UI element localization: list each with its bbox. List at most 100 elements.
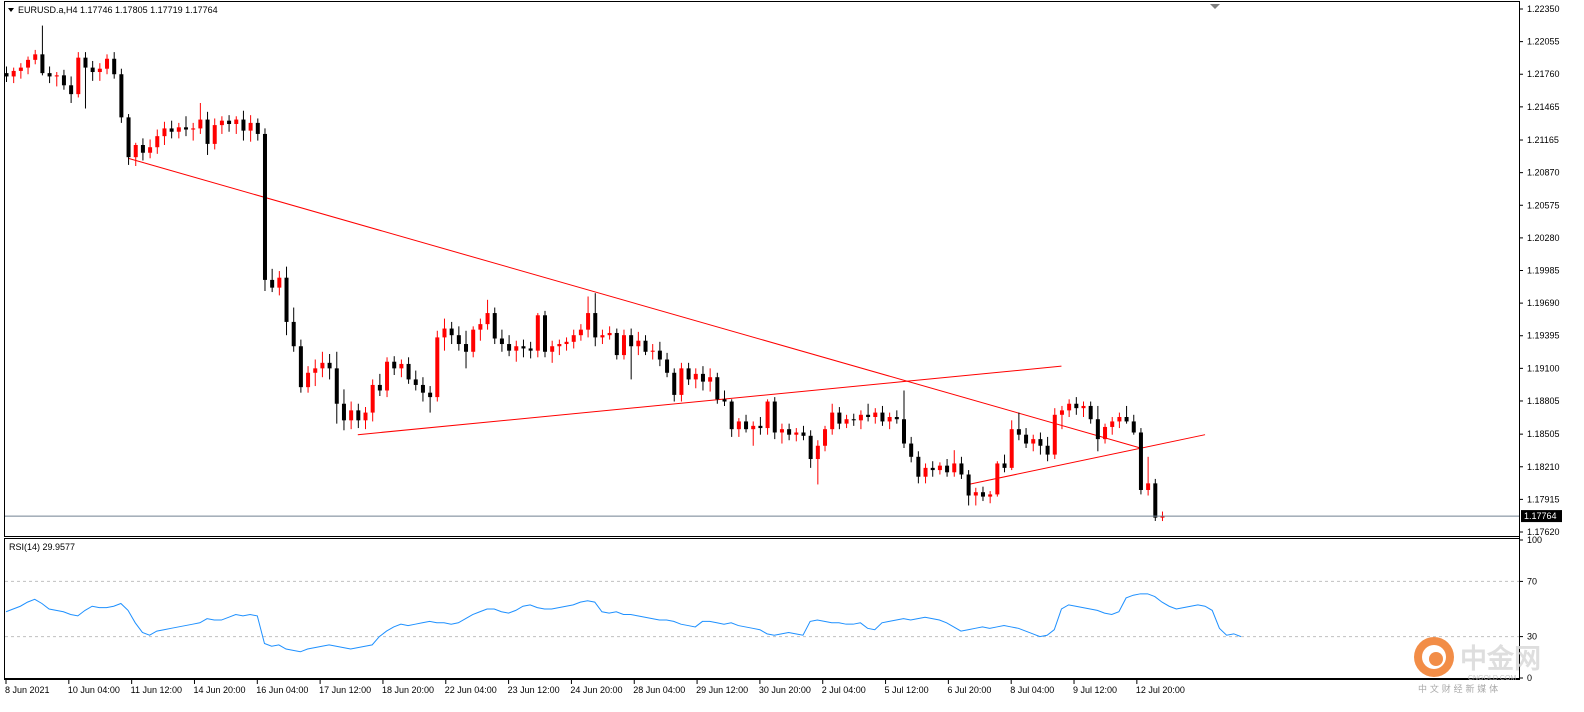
candle-body <box>930 467 935 471</box>
candle-body <box>191 128 196 130</box>
candle-body <box>772 401 777 433</box>
rsi-tick-label: 70 <box>1527 576 1537 586</box>
candle-body <box>284 277 289 322</box>
candle-body <box>155 136 160 148</box>
candle-body <box>657 350 662 360</box>
chart-shift-marker-icon[interactable] <box>1210 4 1220 9</box>
candle-body <box>945 465 950 473</box>
candle-body <box>629 335 634 347</box>
candle-body <box>255 122 260 134</box>
candle-body <box>980 492 985 497</box>
candle-body <box>1153 483 1158 518</box>
candle-body <box>765 401 770 429</box>
candle-body <box>1052 414 1057 455</box>
candle-body <box>866 414 871 418</box>
candle-body <box>313 368 318 373</box>
rsi-tick-label: 100 <box>1527 535 1542 545</box>
candle-body <box>428 392 433 398</box>
rsi-label: RSI(14) 29.9577 <box>9 542 75 552</box>
cngold-watermark: 中金网 CNGOLD.COM 中 文 财 经 新 媒 体 <box>1414 637 1541 695</box>
candle-body <box>176 127 181 132</box>
candle-body <box>966 474 971 496</box>
candle-body <box>349 410 354 421</box>
candle-body <box>105 58 110 69</box>
rsi-plot <box>5 593 1242 653</box>
time-tick-label: 28 Jun 04:00 <box>633 685 685 695</box>
current-price-tag <box>1521 510 1562 523</box>
candle-body <box>385 361 390 391</box>
symbol-dropdown-icon[interactable] <box>8 8 14 12</box>
candle-body <box>119 74 124 118</box>
candle-body <box>1009 429 1014 468</box>
candle-body <box>1110 421 1115 427</box>
candle-body <box>715 377 720 400</box>
candle-body <box>18 67 23 71</box>
candle-body <box>1016 429 1021 435</box>
candle-body <box>306 372 311 388</box>
candle-body <box>880 412 885 422</box>
candle-body <box>1059 410 1064 415</box>
candle-body <box>298 346 303 388</box>
candle-body <box>557 344 562 347</box>
current-price-label: 1.17764 <box>1524 511 1557 521</box>
candle-body <box>485 313 490 325</box>
candle-body <box>1074 403 1079 409</box>
candle-body <box>794 432 799 435</box>
candle-body <box>916 456 921 477</box>
candle-body <box>442 328 447 338</box>
candle-body <box>320 362 325 369</box>
candle-body <box>1067 403 1072 411</box>
candle-body <box>212 125 217 144</box>
candle-body <box>148 147 153 153</box>
candle-body <box>392 361 397 369</box>
candle-body <box>406 363 411 380</box>
price-axis: 1.22350 1.22055 1.21760 1.21465 1.21165 1.208… <box>1519 4 1560 537</box>
candle-body <box>399 363 404 369</box>
candle-body <box>1031 439 1036 444</box>
candle-body <box>40 54 45 74</box>
time-tick-label: 9 Jul 12:00 <box>1073 685 1117 695</box>
time-tick-label: 10 Jun 04:00 <box>68 685 120 695</box>
candle-body <box>270 279 275 288</box>
trendline[interactable] <box>357 365 1062 436</box>
candle-body <box>708 377 713 382</box>
candle-body <box>700 373 705 382</box>
trendline[interactable] <box>968 434 1206 485</box>
time-tick-label: 23 Jun 12:00 <box>508 685 560 695</box>
candle-body <box>1103 426 1108 440</box>
trendlines <box>127 157 1206 485</box>
candle-body <box>550 346 555 352</box>
candle-body <box>499 338 504 345</box>
logo-cn-name: 中金网 <box>1460 643 1541 675</box>
candle-body <box>973 492 978 496</box>
candle-body <box>449 328 454 336</box>
candle-body <box>69 85 74 95</box>
candle-body <box>909 443 914 457</box>
candle-body <box>248 122 253 131</box>
candle-body <box>514 346 519 351</box>
candle-body <box>1138 432 1143 490</box>
candle-body <box>198 119 203 129</box>
candle-body <box>693 373 698 380</box>
time-tick-label: 8 Jun 2021 <box>5 685 50 695</box>
candle-body <box>779 429 784 433</box>
price-tick-label: 1.19100 <box>1527 363 1560 373</box>
time-tick-label: 29 Jun 12:00 <box>696 685 748 695</box>
candle-body <box>937 465 942 471</box>
time-tick-label: 14 Jun 20:00 <box>193 685 245 695</box>
trendline[interactable] <box>127 157 1141 449</box>
candle-body <box>471 329 476 352</box>
candle-body <box>643 340 648 352</box>
candle-body <box>241 119 246 131</box>
price-tick-label: 1.17915 <box>1527 494 1560 504</box>
candle-body <box>435 337 440 398</box>
candle-body <box>844 419 849 424</box>
candle-body <box>169 128 174 132</box>
candle-body <box>26 59 31 68</box>
candle-body <box>528 348 533 351</box>
candle-body <box>873 412 878 418</box>
candle-body <box>787 429 792 435</box>
candle-body <box>923 467 928 477</box>
candle-body <box>751 425 756 430</box>
